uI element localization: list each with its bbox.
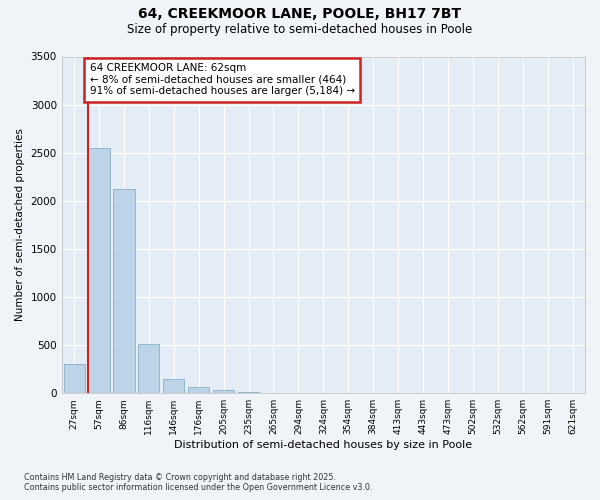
Bar xyxy=(88,148,110,393)
Bar xyxy=(188,387,209,393)
Bar xyxy=(138,344,160,393)
Text: Size of property relative to semi-detached houses in Poole: Size of property relative to semi-detach… xyxy=(127,22,473,36)
Bar xyxy=(238,392,259,393)
Text: 64, CREEKMOOR LANE, POOLE, BH17 7BT: 64, CREEKMOOR LANE, POOLE, BH17 7BT xyxy=(139,8,461,22)
Text: 64 CREEKMOOR LANE: 62sqm
← 8% of semi-detached houses are smaller (464)
91% of s: 64 CREEKMOOR LANE: 62sqm ← 8% of semi-de… xyxy=(89,63,355,96)
Bar xyxy=(213,390,234,393)
Text: Contains HM Land Registry data © Crown copyright and database right 2025.
Contai: Contains HM Land Registry data © Crown c… xyxy=(24,473,373,492)
Y-axis label: Number of semi-detached properties: Number of semi-detached properties xyxy=(15,128,25,322)
Bar xyxy=(163,379,184,393)
Bar xyxy=(64,364,85,393)
X-axis label: Distribution of semi-detached houses by size in Poole: Distribution of semi-detached houses by … xyxy=(174,440,472,450)
Bar xyxy=(113,190,134,393)
